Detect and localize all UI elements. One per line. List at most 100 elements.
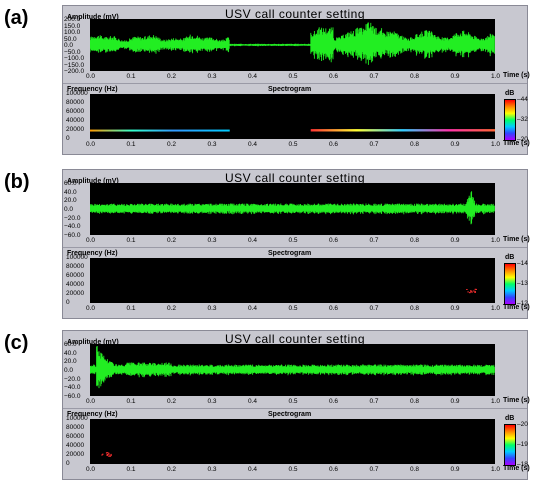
frequency-tick-label: 100000 <box>66 254 88 261</box>
panel-label: (a) <box>4 7 29 29</box>
frequency-axis-label: Frequency (Hz) <box>67 86 118 93</box>
waveform-plot <box>90 183 495 235</box>
spectral-mark <box>470 290 472 292</box>
time-tick-label: 0.0 <box>86 141 96 148</box>
time-tick-label: 1.0 <box>491 237 501 244</box>
spectral-mark <box>471 291 473 293</box>
time-tick-label: 1.0 <box>491 398 501 405</box>
amplitude-tick-label: −60.0 <box>64 393 81 400</box>
colorbar-tick-label: –32 <box>517 116 528 123</box>
time-tick-label: 0.6 <box>329 237 339 244</box>
amplitude-tick-label: −20.0 <box>64 375 81 383</box>
spectral-mark <box>473 290 475 292</box>
time-tick-label: 0.1 <box>126 237 136 244</box>
time-tick-label: 0.4 <box>248 305 258 312</box>
time-tick-label: 0.7 <box>369 141 379 148</box>
time-tick-label: 0.6 <box>329 141 339 148</box>
time-tick-label: 0.8 <box>410 237 420 244</box>
time-tick-label: 0.7 <box>369 305 379 312</box>
frequency-tick-label: 80000 <box>66 99 85 106</box>
waveform-plot <box>90 344 495 396</box>
spectrogram-plot <box>90 419 495 464</box>
time-tick-label: 0.6 <box>329 398 339 405</box>
time-tick-label: 0.2 <box>167 237 177 244</box>
amplitude-tick-label: 100.0 <box>64 29 81 36</box>
amplitude-tick-label: −150.0 <box>64 61 85 69</box>
amplitude-tick-label: −40.0 <box>64 223 81 231</box>
time-tick-label: 0.9 <box>450 398 460 405</box>
window-title: USV call counter setting <box>224 332 366 346</box>
colorbar-tick-label: –20 <box>517 136 528 143</box>
amplitude-tick-label: 0.0 <box>64 367 74 374</box>
time-tick-label: 0.7 <box>369 237 379 244</box>
time-tick-label: 0.5 <box>288 305 298 312</box>
frequency-axis-label: Frequency (Hz) <box>67 250 118 257</box>
time-tick-label: 0.5 <box>288 466 298 473</box>
spectrogram-plot <box>90 258 495 303</box>
colorbar-unit-label: dB <box>505 90 515 97</box>
panel-label: (c) <box>4 332 29 354</box>
time-tick-label: 0.9 <box>450 237 460 244</box>
amplitude-tick-label: −50.0 <box>64 48 81 56</box>
time-axis-label: Time (s) <box>503 72 530 79</box>
time-tick-label: 0.2 <box>167 305 177 312</box>
frequency-tick-label: 100000 <box>66 90 88 97</box>
amplitude-tick-label: 150.0 <box>64 22 81 30</box>
frequency-tick-label: 20000 <box>66 451 85 458</box>
spectrogram-title: Spectrogram <box>268 411 312 418</box>
spectral-mark <box>475 288 477 290</box>
spectral-mark <box>108 452 110 454</box>
waveform-trace <box>90 346 495 389</box>
spectrogram-title: Spectrogram <box>268 250 312 257</box>
time-tick-label: 0.6 <box>329 305 339 312</box>
amplitude-tick-label: 0.0 <box>64 206 74 213</box>
time-tick-label: 0.3 <box>207 398 217 405</box>
waveform-trace <box>90 22 495 65</box>
panel-label: (b) <box>4 171 30 193</box>
time-tick-label: 0.0 <box>86 237 96 244</box>
time-tick-label: 0.4 <box>248 141 258 148</box>
waveform-svg <box>90 191 495 225</box>
frequency-tick-label: 80000 <box>66 424 85 431</box>
spectral-mark <box>107 452 109 454</box>
time-tick-label: 0.4 <box>248 237 258 244</box>
time-tick-label: 0.9 <box>450 141 460 148</box>
time-tick-label: 0.5 <box>288 73 298 80</box>
spectral-mark <box>110 453 112 455</box>
amplitude-axis-label: Amplitude (mV) <box>67 178 119 185</box>
waveform-trace <box>90 191 495 225</box>
time-tick-label: 0.1 <box>126 141 136 148</box>
amplitude-axis-label: Amplitude (mV) <box>67 14 119 21</box>
time-tick-label: 0.2 <box>167 141 177 148</box>
time-axis-label: Time (s) <box>503 397 530 404</box>
time-tick-label: 0.1 <box>126 305 136 312</box>
time-tick-label: 0.5 <box>288 398 298 405</box>
usv-call-band <box>310 129 495 132</box>
time-tick-label: 0.9 <box>450 466 460 473</box>
time-tick-label: 0.2 <box>167 73 177 80</box>
colorbar <box>504 263 516 305</box>
time-tick-label: 0.2 <box>167 398 177 405</box>
spectral-mark <box>101 454 103 456</box>
amplitude-tick-label: 60.0 <box>64 180 77 187</box>
time-tick-label: 1.0 <box>491 466 501 473</box>
time-tick-label: 0.6 <box>329 466 339 473</box>
time-tick-label: 0.0 <box>86 398 96 405</box>
section-divider <box>63 247 527 248</box>
frequency-tick-label: 0 <box>66 135 70 142</box>
section-divider <box>63 408 527 409</box>
amplitude-tick-label: −200.0 <box>64 68 85 75</box>
time-tick-label: 0.7 <box>369 466 379 473</box>
time-tick-label: 0.9 <box>450 305 460 312</box>
time-tick-label: 0.6 <box>329 73 339 80</box>
amplitude-tick-label: 50.0 <box>64 35 77 43</box>
time-tick-label: 0.1 <box>126 398 136 405</box>
time-axis-label: Time (s) <box>503 236 530 243</box>
time-axis-label: Time (s) <box>503 140 530 147</box>
time-tick-label: 1.0 <box>491 305 501 312</box>
time-axis-label: Time (s) <box>503 465 530 472</box>
call-counter-window: USV call counter setting Amplitude (mV) 60… <box>62 169 530 319</box>
spectral-mark <box>474 291 476 293</box>
colorbar-unit-label: dB <box>505 415 515 422</box>
frequency-tick-label: 20000 <box>66 126 85 133</box>
